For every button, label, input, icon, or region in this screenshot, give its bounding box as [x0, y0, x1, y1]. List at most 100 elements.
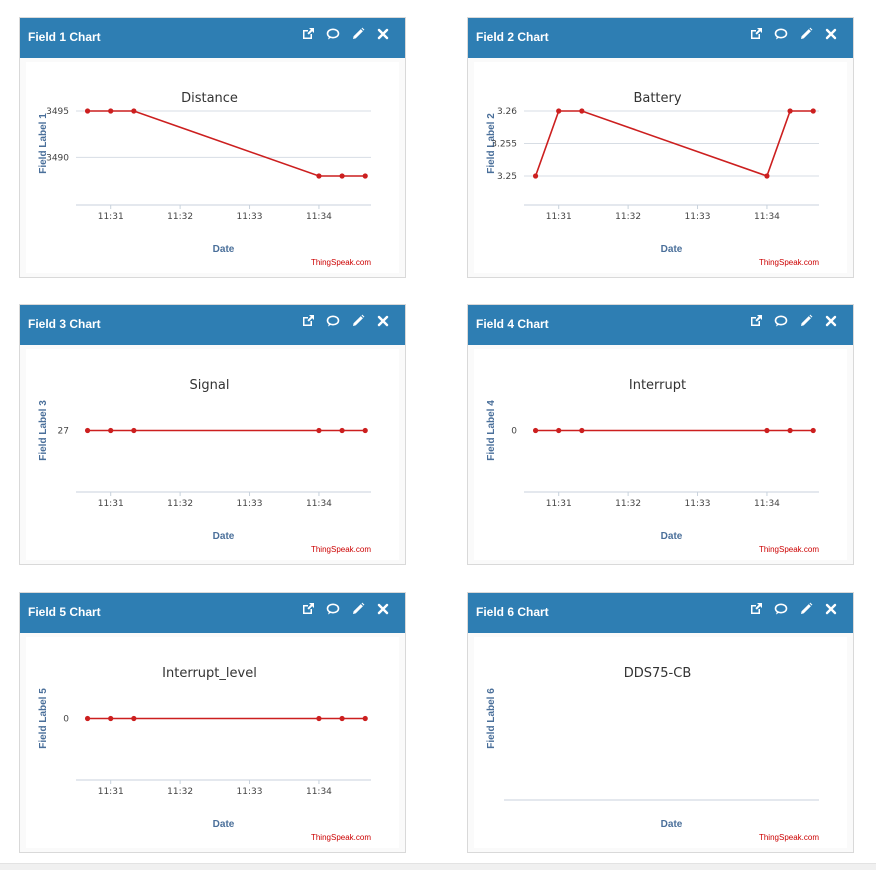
y-axis-label: Field Label 4: [486, 400, 497, 461]
external-link-icon[interactable]: [300, 313, 316, 329]
data-point: [579, 108, 585, 114]
x-tick-label: 11:31: [98, 212, 124, 222]
chart-title: Interrupt: [629, 378, 686, 393]
comment-icon[interactable]: [325, 601, 341, 617]
widget-header: Field 6 Chart: [468, 593, 853, 633]
x-tick-label: 11:33: [685, 499, 711, 509]
chart-container: Interrupt Field Label 4 Date ThingSpeak.com…: [474, 349, 847, 560]
chart-container: DDS75-CB Field Label 6 Date ThingSpeak.com: [474, 637, 847, 848]
widget-header: Field 1 Chart: [20, 18, 405, 58]
data-point: [556, 427, 562, 434]
x-tick-label: 11:32: [615, 499, 641, 509]
x-tick-label: 11:34: [754, 499, 780, 509]
data-point: [764, 173, 770, 179]
y-axis-label: Field Label 6: [486, 688, 497, 749]
widget-actions: [300, 313, 391, 329]
x-tick-label: 11:31: [98, 787, 124, 797]
comment-icon[interactable]: [325, 26, 341, 42]
data-point: [532, 173, 539, 179]
external-link-icon[interactable]: [748, 313, 764, 329]
line-chart: Interrupt_level Field Label 5 Date ThingSpe…: [38, 666, 371, 842]
chart-credit: ThingSpeak.com: [759, 545, 819, 554]
widget-actions: [300, 26, 391, 42]
pencil-icon[interactable]: [350, 26, 366, 42]
pencil-icon[interactable]: [798, 26, 814, 42]
comment-icon[interactable]: [773, 601, 789, 617]
x-tick-label: 11:32: [167, 787, 193, 797]
line-chart: DDS75-CB Field Label 6 Date ThingSpeak.com: [486, 666, 819, 842]
data-point: [339, 715, 345, 722]
data-point: [339, 427, 345, 434]
line-chart: Signal Field Label 3 Date ThingSpeak.com 27 1…: [38, 378, 371, 554]
y-tick-label: 3.255: [491, 140, 517, 150]
x-axis-label: Date: [661, 531, 683, 542]
widget-title: Field 1 Chart: [28, 30, 101, 44]
data-point: [108, 715, 114, 722]
data-point: [764, 427, 770, 434]
chart-credit: ThingSpeak.com: [759, 258, 819, 267]
data-point: [532, 427, 539, 434]
pencil-icon[interactable]: [798, 313, 814, 329]
field-1-chart-widget: Field 1 Chart Distance Field Label 1 Date Th…: [19, 17, 406, 278]
external-link-icon[interactable]: [748, 601, 764, 617]
data-point: [316, 715, 322, 722]
chart-title: Battery: [633, 91, 681, 106]
data-point: [131, 427, 137, 434]
widget-header: Field 3 Chart: [20, 305, 405, 345]
widget-actions: [300, 601, 391, 617]
pencil-icon[interactable]: [350, 601, 366, 617]
x-tick-label: 11:34: [306, 787, 332, 797]
close-icon[interactable]: [375, 26, 391, 42]
data-point: [339, 173, 345, 179]
x-tick-label: 11:32: [167, 499, 193, 509]
external-link-icon[interactable]: [300, 601, 316, 617]
close-icon[interactable]: [823, 601, 839, 617]
comment-icon[interactable]: [325, 313, 341, 329]
widget-actions: [748, 26, 839, 42]
chart-credit: ThingSpeak.com: [311, 545, 371, 554]
data-point: [108, 108, 114, 114]
widget-title: Field 3 Chart: [28, 317, 101, 331]
field-2-chart-widget: Field 2 Chart Battery Field Label 2 Date Thi…: [467, 17, 854, 278]
data-point: [131, 715, 137, 722]
pencil-icon[interactable]: [798, 601, 814, 617]
y-tick-label: 3495: [46, 107, 69, 117]
data-point: [316, 427, 322, 434]
close-icon[interactable]: [375, 313, 391, 329]
widget-title: Field 6 Chart: [476, 605, 549, 619]
widget-header: Field 2 Chart: [468, 18, 853, 58]
data-point: [810, 108, 816, 114]
close-icon[interactable]: [823, 313, 839, 329]
y-axis-label: Field Label 3: [38, 400, 49, 461]
field-6-chart-widget: Field 6 Chart DDS75-CB Field Label 6 Date Th…: [467, 592, 854, 853]
x-tick-label: 11:34: [306, 212, 332, 222]
chart-title: DDS75-CB: [624, 666, 692, 681]
x-tick-label: 11:33: [237, 787, 263, 797]
chart-credit: ThingSpeak.com: [311, 833, 371, 842]
x-tick-label: 11:33: [237, 212, 263, 222]
external-link-icon[interactable]: [300, 26, 316, 42]
data-point: [316, 173, 322, 179]
y-tick-label: 3.26: [497, 107, 517, 117]
y-tick-label: 3490: [46, 153, 69, 163]
y-axis-label: Field Label 1: [38, 113, 49, 174]
data-point: [362, 173, 368, 179]
x-tick-label: 11:33: [237, 499, 263, 509]
chart-credit: ThingSpeak.com: [759, 833, 819, 842]
line-chart: Battery Field Label 2 Date ThingSpeak.com 3.…: [486, 91, 819, 267]
comment-icon[interactable]: [773, 26, 789, 42]
pencil-icon[interactable]: [350, 313, 366, 329]
chart-title: Distance: [181, 91, 238, 106]
chart-credit: ThingSpeak.com: [311, 258, 371, 267]
y-axis-label: Field Label 2: [486, 113, 497, 174]
x-tick-label: 11:34: [754, 212, 780, 222]
x-axis-label: Date: [213, 531, 235, 542]
external-link-icon[interactable]: [748, 26, 764, 42]
chart-container: Battery Field Label 2 Date ThingSpeak.com 3.…: [474, 62, 847, 273]
data-point: [787, 108, 793, 114]
close-icon[interactable]: [375, 601, 391, 617]
data-point: [108, 427, 114, 434]
comment-icon[interactable]: [773, 313, 789, 329]
chart-container: Signal Field Label 3 Date ThingSpeak.com 27 1…: [26, 349, 399, 560]
close-icon[interactable]: [823, 26, 839, 42]
